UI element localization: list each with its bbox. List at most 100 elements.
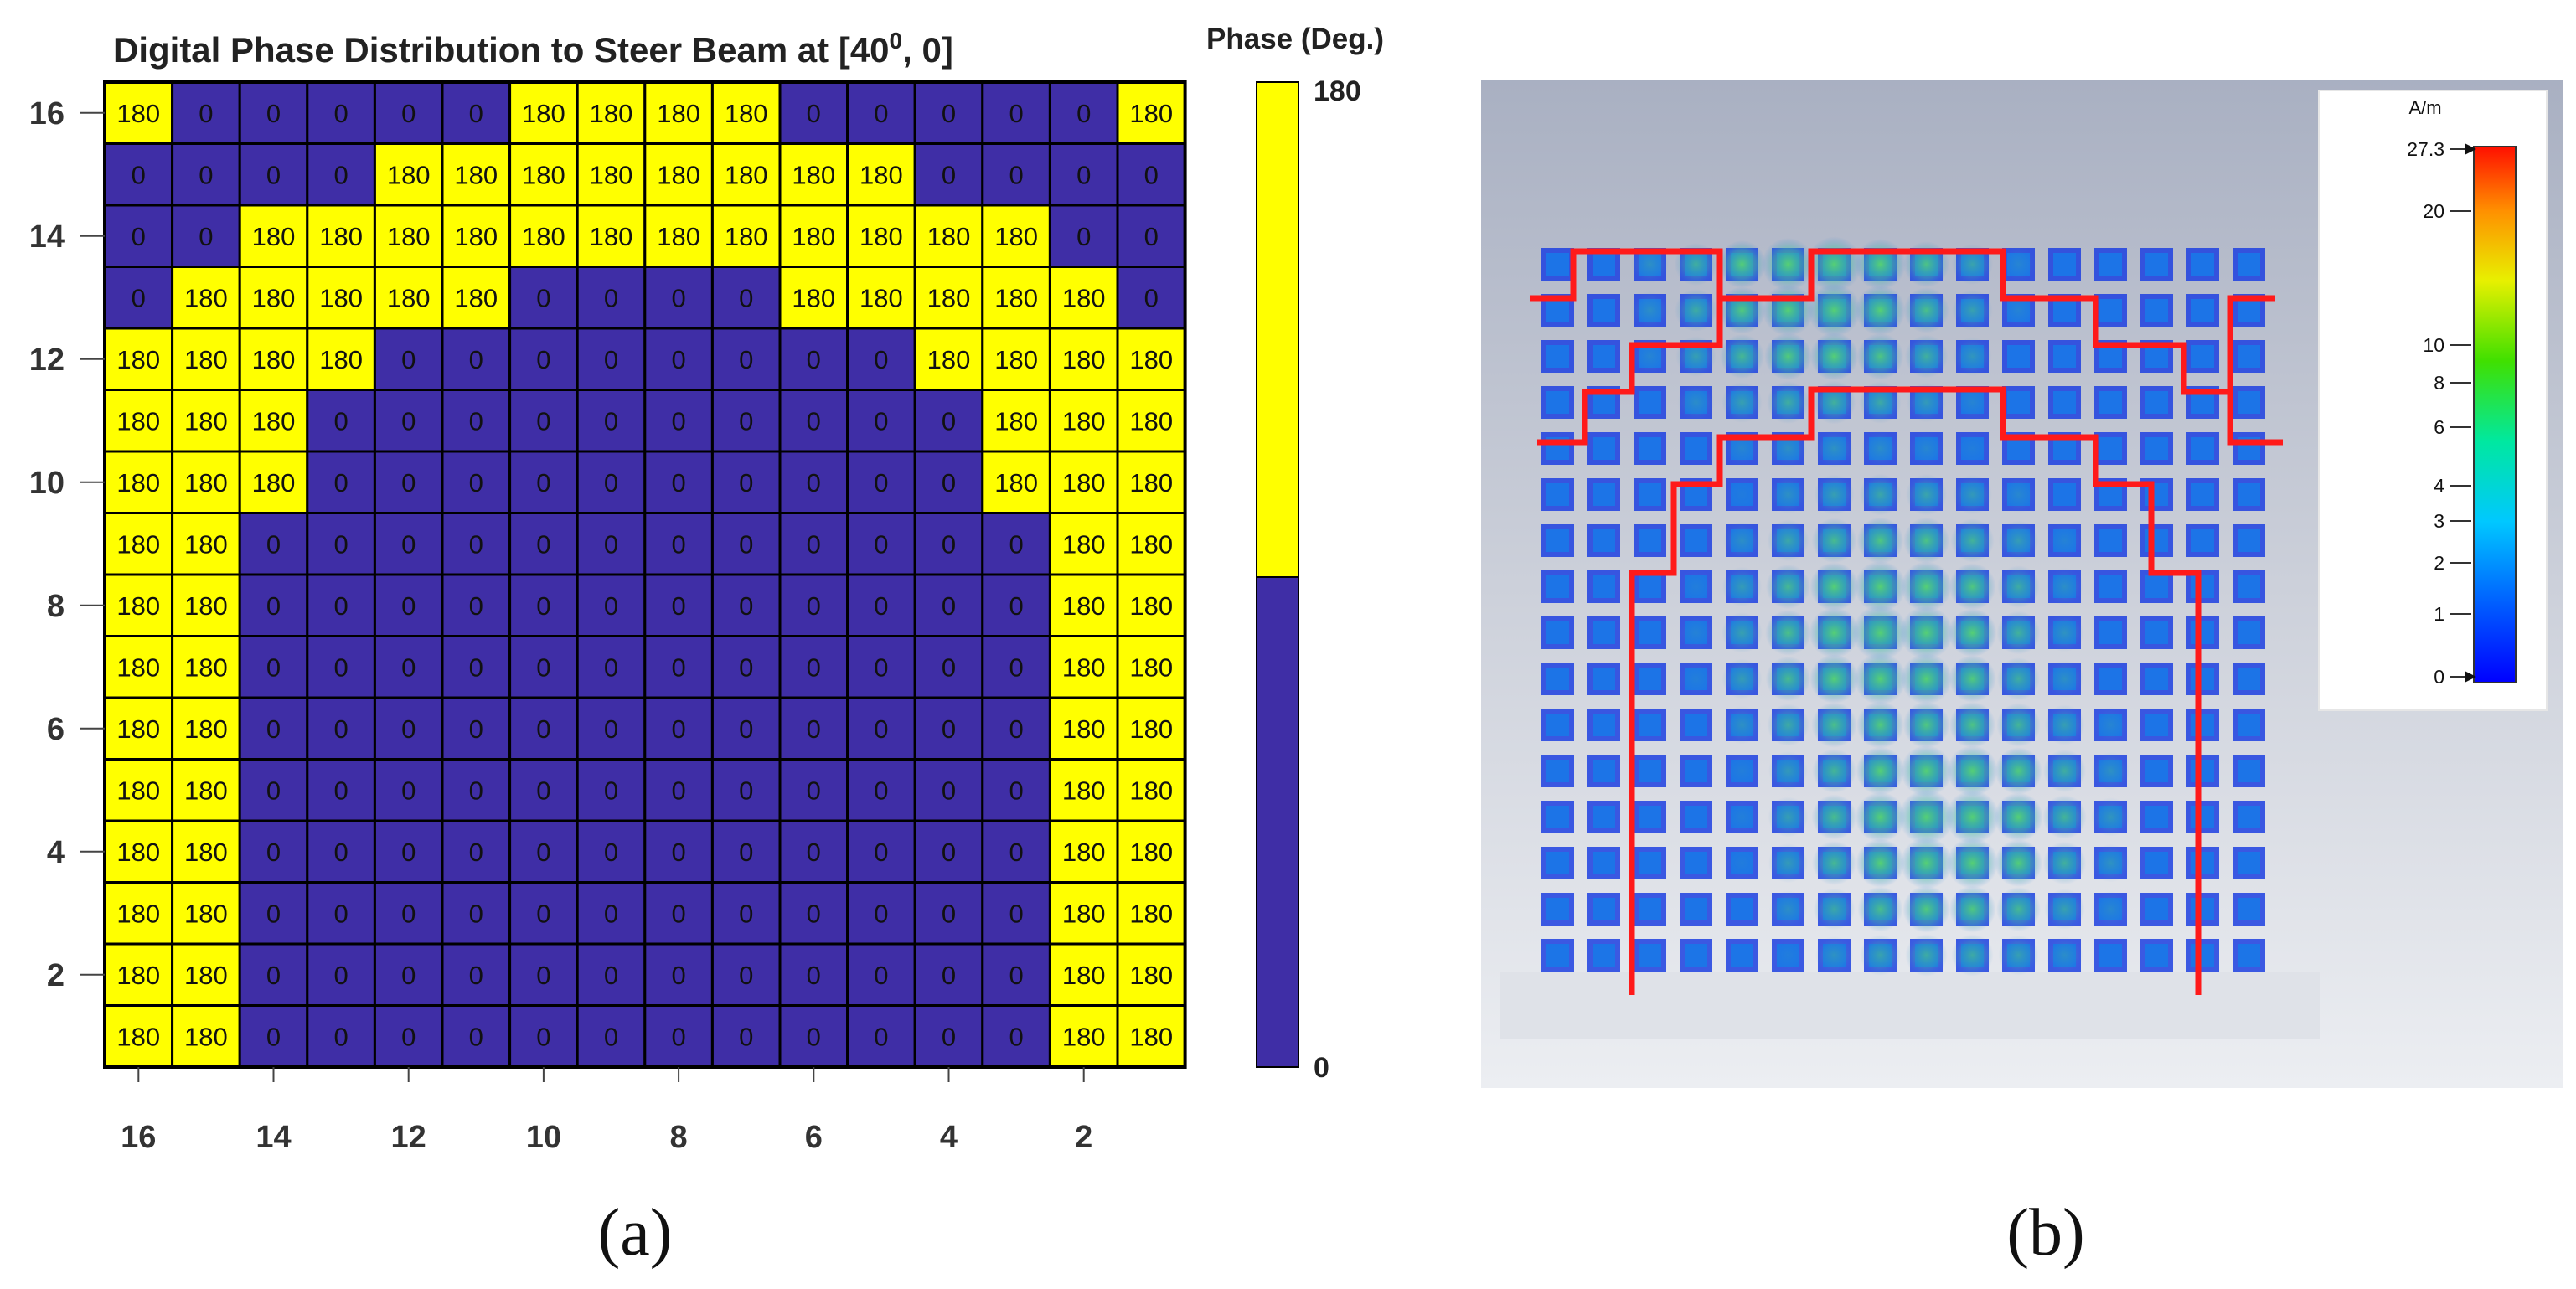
heatmap-cell: 180 <box>710 142 782 207</box>
array-element <box>2048 340 2081 373</box>
colorbar-label: Phase (Deg.) <box>1206 23 1384 55</box>
cell-value-label: 180 <box>1062 468 1106 498</box>
cell-value-label: 0 <box>942 468 956 498</box>
heatmap-cell: 0 <box>508 696 579 761</box>
heatmap-cell: 180 <box>1116 635 1187 699</box>
array-element <box>2002 340 2035 373</box>
array-element <box>2233 248 2265 281</box>
array-element <box>1680 847 1712 879</box>
cell-value-label: 0 <box>401 406 416 436</box>
array-element <box>2233 663 2265 695</box>
cell-value-label: 180 <box>994 345 1038 374</box>
heatmap-cell: 0 <box>441 942 512 1007</box>
array-element <box>1907 430 1945 467</box>
cell-value-label: 0 <box>739 652 753 682</box>
x-tick-label: 16 <box>121 1120 156 1155</box>
cell-value-label: 0 <box>671 652 685 682</box>
array-element <box>1587 524 1620 557</box>
cell-value-label: 180 <box>860 160 903 189</box>
heatmap-cell: 0 <box>508 327 579 391</box>
array-element <box>2140 570 2173 603</box>
cell-value-label: 0 <box>401 714 416 744</box>
heatmap-cell: 180 <box>778 266 849 330</box>
array-element <box>2091 751 2130 791</box>
cell-value-label: 180 <box>184 1022 228 1051</box>
array-element <box>1541 616 1574 649</box>
cell-value-label: 0 <box>739 899 753 928</box>
cell-value-label: 0 <box>874 714 888 744</box>
legend-tick-label: 0 <box>2434 666 2444 688</box>
cell-value-label: 0 <box>807 961 821 990</box>
array-element <box>1541 755 1574 787</box>
array-element <box>2140 248 2173 281</box>
heatmap-cell: 0 <box>576 327 647 391</box>
heatmap-cell: 0 <box>710 819 782 884</box>
colorbar-lower <box>1256 576 1299 1068</box>
array-element <box>1995 839 2042 887</box>
cell-value-label: 0 <box>266 776 281 805</box>
cell-value-label: 0 <box>333 529 348 559</box>
cell-value-label: 0 <box>604 714 618 744</box>
cell-value-label: 180 <box>252 283 296 312</box>
heatmap-cell: 0 <box>238 1004 309 1069</box>
heatmap-cell: 0 <box>576 696 647 761</box>
array-element <box>2233 893 2265 926</box>
array-element <box>1807 283 1861 338</box>
heatmap-cell: 180 <box>171 389 241 453</box>
heatmap-cell: 0 <box>981 758 1051 822</box>
cell-value-label: 180 <box>454 160 498 189</box>
cell-value-label: 180 <box>387 222 431 251</box>
heatmap-cell: 180 <box>373 204 444 268</box>
cell-value-label: 180 <box>1129 1022 1173 1051</box>
array-element <box>1951 934 1994 977</box>
cell-value-label: 0 <box>807 776 821 805</box>
heatmap-cell: 0 <box>778 80 849 145</box>
heatmap-cell: 180 <box>103 635 174 699</box>
heatmap-frame <box>103 80 1187 1069</box>
y-tick-label: 2 <box>47 958 65 993</box>
heatmap-cell: 180 <box>1048 635 1119 699</box>
heatmap-cell: 0 <box>576 819 647 884</box>
heatmap-cell: 0 <box>846 80 916 145</box>
cell-value-label: 0 <box>266 652 281 682</box>
cell-value-label: 0 <box>604 345 618 374</box>
cell-value-label: 0 <box>739 776 753 805</box>
cell-value-label: 180 <box>590 160 633 189</box>
heatmap-cell: 180 <box>171 266 241 330</box>
heatmap-cell: 0 <box>913 942 984 1007</box>
array-element <box>1541 939 1574 972</box>
heatmap-cell: 0 <box>238 942 309 1007</box>
heatmap-cell: 0 <box>778 635 849 699</box>
heatmap-cell: 180 <box>441 204 512 268</box>
cell-value-label: 0 <box>333 838 348 867</box>
legend-tick-label: 10 <box>2423 334 2444 356</box>
heatmap-cell: 0 <box>441 1004 512 1069</box>
cell-value-label: 180 <box>657 99 700 128</box>
heatmap-cell: 0 <box>238 512 309 576</box>
heatmap-cell: 0 <box>373 389 444 453</box>
heatmap-cell: 180 <box>846 266 916 330</box>
heatmap-cell: 0 <box>373 80 444 145</box>
heatmap-cell: 0 <box>576 512 647 576</box>
heatmap-cell: 0 <box>576 881 647 946</box>
array-element <box>1900 652 1953 705</box>
heatmap-cell: 0 <box>238 573 309 637</box>
heatmap-cell: 0 <box>306 512 376 576</box>
heatmap-cell: 180 <box>1116 881 1187 946</box>
heatmap-cell: 0 <box>1116 204 1187 268</box>
heatmap-cell: 0 <box>373 512 444 576</box>
array-element <box>2047 523 2083 559</box>
cell-value-label: 0 <box>1144 222 1159 251</box>
heatmap-cell: 180 <box>171 512 241 576</box>
heatmap-cell: 180 <box>913 266 984 330</box>
array-element <box>1949 701 1996 749</box>
heatmap-cell: 0 <box>373 635 444 699</box>
heatmap-cell: 0 <box>238 881 309 946</box>
heatmap-cell: 0 <box>238 758 309 822</box>
array-element <box>1768 750 1809 791</box>
caption-b: (b) <box>2006 1196 2084 1270</box>
heatmap-cell: 0 <box>981 80 1051 145</box>
heatmap-cell: 0 <box>103 142 174 207</box>
heatmap-cell: 180 <box>103 389 174 453</box>
